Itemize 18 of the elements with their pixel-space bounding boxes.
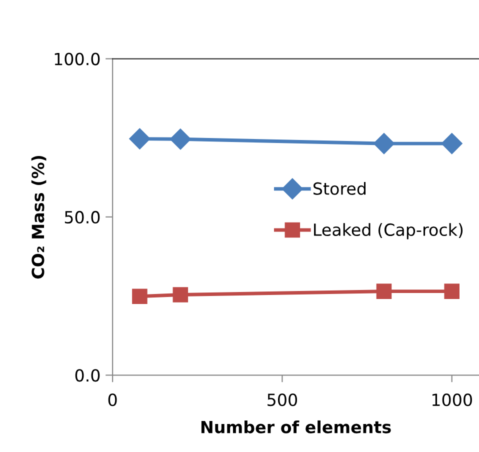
- legend-label: Stored: [314, 182, 366, 195]
- point: [132, 288, 148, 304]
- y-tick-label: 50.0: [64, 210, 100, 224]
- y-tick-label: 100.0: [54, 52, 100, 66]
- point: [441, 133, 462, 154]
- point: [170, 128, 191, 150]
- point: [172, 287, 188, 302]
- x-tick-label: 500: [268, 394, 298, 406]
- point: [376, 284, 392, 299]
- x-tick-label: 0: [108, 394, 117, 406]
- y-axis-title: CO₂ Mass (%): [31, 156, 46, 279]
- x-tick-label: 1000: [432, 394, 472, 406]
- legend-label: Leaked (Cap-rock): [314, 223, 463, 240]
- point: [129, 128, 150, 150]
- point: [373, 133, 395, 154]
- y-tick-label: 0.0: [75, 369, 100, 382]
- x-axis-title: Number of elements: [201, 420, 391, 434]
- point: [444, 284, 460, 299]
